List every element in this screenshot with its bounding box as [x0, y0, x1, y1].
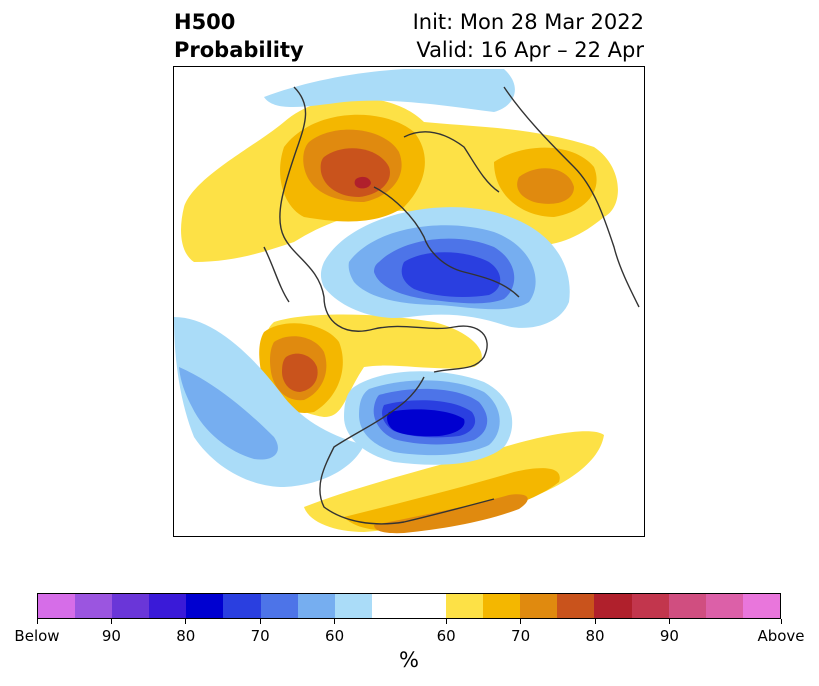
colorbar-swatch	[75, 594, 113, 618]
coastlines	[263, 86, 640, 525]
anomaly-below-namerica	[344, 371, 513, 465]
colorbar-swatch	[520, 594, 558, 618]
colorbar-tick	[780, 619, 782, 624]
title-line-2: Probability	[174, 38, 304, 62]
colorbar-swatch	[371, 594, 409, 618]
colorbar-swatch	[149, 594, 187, 618]
colorbar-swatch	[260, 594, 298, 618]
colorbar-swatch	[631, 594, 669, 618]
colorbar-tick	[259, 619, 261, 624]
colorbar-tick	[334, 619, 336, 624]
map-title: H500 Probability	[174, 8, 304, 64]
map-canvas	[174, 69, 640, 534]
colorbar-swatch	[297, 594, 335, 618]
colorbar-swatch	[112, 594, 150, 618]
anomaly-above-south	[304, 431, 604, 534]
colorbar-swatch	[408, 594, 447, 618]
colorbar-swatch	[594, 594, 632, 618]
colorbar-swatch	[742, 594, 780, 618]
contour-above-70	[320, 148, 390, 197]
colorbar-tick-label: Below	[14, 627, 60, 645]
colorbar-tick	[594, 619, 596, 624]
valid-date: Valid: 16 Apr – 22 Apr	[416, 38, 644, 62]
colorbar-unit-label: %	[399, 648, 419, 672]
colorbar-swatch	[38, 594, 76, 618]
colorbar-swatch	[334, 594, 372, 618]
colorbar-tick-label: 80	[585, 627, 605, 645]
colorbar	[37, 593, 781, 619]
colorbar-swatch	[668, 594, 706, 618]
colorbar-swatch	[186, 594, 224, 618]
forecast-dates: Init: Mon 28 Mar 2022 Valid: 16 Apr – 22…	[413, 8, 644, 64]
colorbar-tick-label: 60	[436, 627, 456, 645]
colorbar-tick	[520, 619, 522, 624]
title-line-1: H500	[174, 10, 236, 34]
colorbar-tick-label: 90	[659, 627, 679, 645]
colorbar-swatch	[705, 594, 743, 618]
contour-above-75	[354, 176, 371, 189]
colorbar-tick	[110, 619, 112, 624]
colorbar-swatch	[557, 594, 595, 618]
colorbar-tick-label: 70	[511, 627, 531, 645]
colorbar-swatch	[446, 594, 484, 618]
colorbar-tick	[185, 619, 187, 624]
colorbar-tick-label: Above	[757, 627, 805, 645]
colorbar-tick	[445, 619, 447, 624]
colorbar-swatch	[483, 594, 521, 618]
init-date: Init: Mon 28 Mar 2022	[412, 10, 644, 34]
colorbar-tick-label: 60	[325, 627, 345, 645]
anomaly-below-asia	[320, 207, 570, 328]
probability-map	[173, 66, 645, 537]
anomaly-below-west	[174, 69, 515, 487]
colorbar-tick-label: 70	[250, 627, 270, 645]
colorbar-tick	[668, 619, 670, 624]
colorbar-swatch	[223, 594, 261, 618]
colorbar-tick	[36, 619, 38, 624]
colorbar-tick-label: 80	[176, 627, 196, 645]
anomaly-above-pacific	[259, 314, 482, 417]
colorbar-tick-label: 90	[101, 627, 121, 645]
